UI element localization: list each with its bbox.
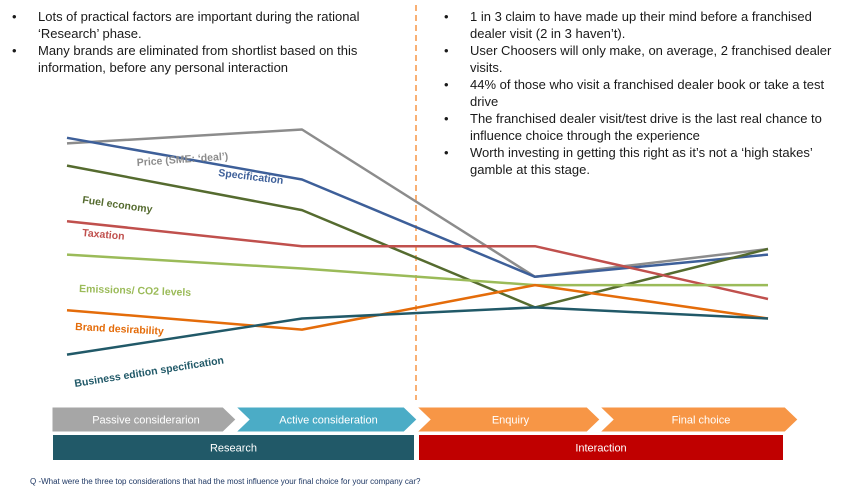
stage-arrow-2 [234,406,418,433]
series-label-brand-desirability: Brand desirability [75,321,164,338]
right-bullet-list: 1 in 3 claim to have made up their mind … [438,8,838,178]
series-line-specification [66,136,769,279]
stage-label-2: Active consideration [279,415,377,427]
phase-bar-interaction [419,435,783,460]
stage-label-4: Final choice [672,415,731,427]
stage-label-1: Passive considerarion [92,415,200,427]
series-line-business-edition-specification [66,306,769,356]
series-label-fuel-economy: Fuel economy [82,194,154,216]
stage-arrow-3 [415,406,601,433]
bullet-item: Worth investing in getting this right as… [438,144,838,178]
stage-arrow-4 [598,406,799,433]
bullet-item: 1 in 3 claim to have made up their mind … [438,8,838,42]
series-label-taxation: Taxation [82,227,125,243]
phase-label-research: Research [210,443,257,455]
left-bullet-list: Lots of practical factors are important … [6,8,401,76]
stage-arrow-1 [51,406,237,433]
series-label-business-edition-specification: Business edition specification [74,354,225,389]
stage-label-3: Enquiry [492,415,530,427]
bullet-item: User Choosers will only make, on average… [438,42,838,76]
series-line-taxation [66,219,769,301]
series-line-fuel-economy [66,164,769,309]
bullet-item: Many brands are eliminated from shortlis… [6,42,401,76]
bullet-item: 44% of those who visit a franchised deal… [438,76,838,110]
phase-bar-research [53,435,414,460]
series-line-price-sme-deal [66,128,769,279]
series-label-emissions-co2-levels: Emissions/ CO2 levels [79,283,192,299]
series-line-emissions-co2-levels [66,253,768,287]
bullet-item: The franchised dealer visit/test drive i… [438,110,838,144]
series-label-specification: Specification [218,167,284,187]
phase-label-interaction: Interaction [575,443,626,455]
series-line-brand-desirability [66,283,769,331]
survey-question-footnote: Q -What were the three top consideration… [30,477,421,486]
bullet-item: Lots of practical factors are important … [6,8,401,42]
